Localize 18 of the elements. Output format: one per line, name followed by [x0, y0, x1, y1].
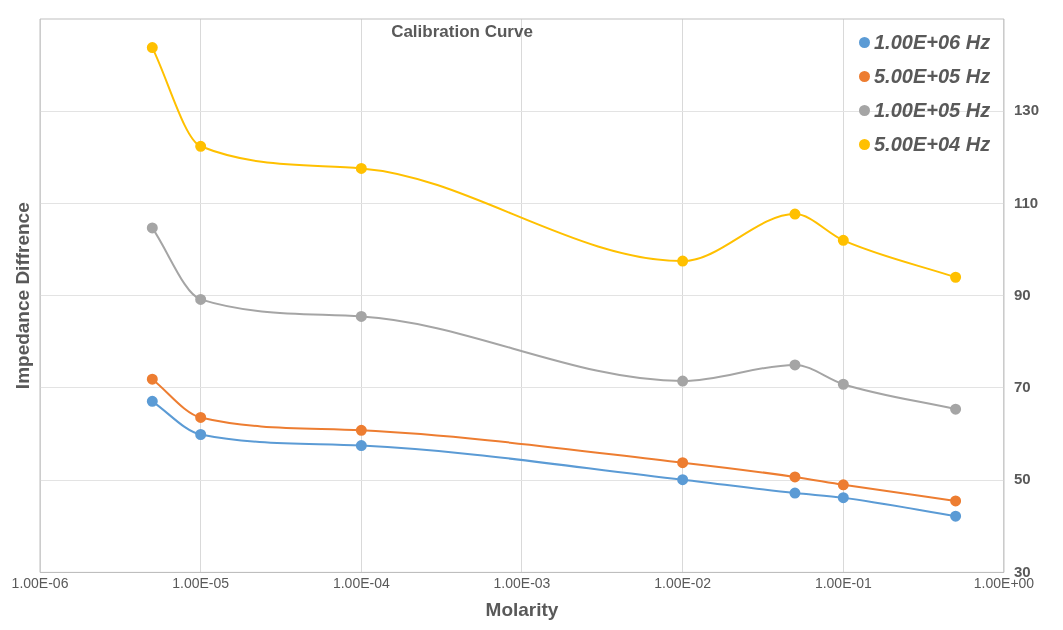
y-tick-label: 90: [1013, 285, 1031, 303]
y-axis-title: Impedance Diffrence: [12, 202, 34, 390]
x-tick-label: 1.00E-02: [654, 574, 712, 591]
x-axis-title: Molarity: [485, 598, 559, 620]
x-tick-label: 1.00E-06: [11, 574, 69, 591]
x-tick-label: 1.00E-01: [814, 574, 872, 591]
legend-label: 1.00E+05 Hz: [873, 98, 991, 123]
legend-label: 5.00E+05 Hz: [873, 64, 991, 89]
x-tick-label: 1.00E-05: [172, 574, 230, 591]
y-tick-label: 70: [1013, 378, 1031, 396]
y-tick-label: 130: [1013, 101, 1039, 119]
x-tick-label: 1.00E-04: [332, 574, 390, 591]
y-tick-label: 110: [1013, 193, 1039, 211]
legend-label: 5.00E+04 Hz: [873, 132, 991, 157]
x-tick-label: 1.00E-03: [493, 574, 551, 591]
legend-label: 1.00E+06 Hz: [873, 30, 991, 55]
chart-title: Calibration Curve: [391, 22, 533, 42]
y-tick-label: 50: [1013, 470, 1031, 488]
